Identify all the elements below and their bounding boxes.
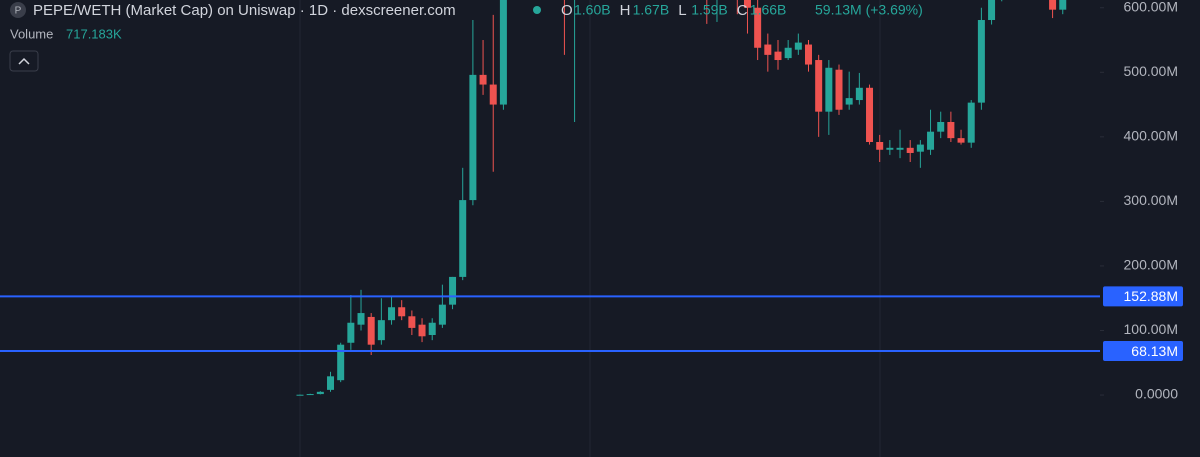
candle-body [347,322,355,343]
candle-body [988,0,996,21]
candle-body [479,74,487,85]
y-tick-label: 200.00M [1124,257,1178,273]
candle-body [306,394,314,396]
candle-body [418,324,426,337]
ohlc-key: O [561,2,573,19]
candle-body [1059,0,1067,10]
candle-body [1049,0,1057,10]
candle-body [855,87,863,101]
candle-body [876,142,884,150]
candle-body [754,7,762,48]
candle-body [784,47,792,59]
y-tick-label: 600.00M [1124,0,1178,14]
ohlc-legend: O 1.60B H 1.67B L 1.59B C 1.66B [561,2,786,19]
y-tick-label: 100.00M [1124,321,1178,337]
ohlc-value: 1.60B [574,2,611,18]
candle-body [469,74,477,201]
header: P PEPE/WETH (Market Cap) on Uniswap · 1D… [9,2,923,72]
candle-body [296,394,304,396]
status-dot [533,6,541,14]
volume-value: 717.183K [66,26,122,41]
candle-body [398,307,406,317]
candle-body [459,200,467,277]
candle-body [337,344,345,381]
candle-body [835,69,843,110]
y-tick-label: 0.0000 [1135,386,1178,402]
candle-body [866,87,874,143]
candle-body [774,51,782,61]
candle-body [316,391,324,395]
ohlc-value: 1.67B [633,2,670,18]
candle-body [927,131,935,150]
candle-body [794,42,802,50]
collapse-icon[interactable] [18,57,30,65]
ohlc-value: 1.66B [750,2,787,18]
candle-body [845,98,853,105]
candle-body [438,304,446,325]
candle-body [906,147,914,153]
ohlc-key: L [678,2,686,19]
candle-body [805,44,812,65]
candle-body [489,84,497,105]
candle-body [449,276,457,305]
y-tick-label: 400.00M [1124,128,1178,144]
price-line-tag [1103,286,1183,307]
candle-body [377,320,385,341]
candle-body [408,316,416,328]
candle-body [499,0,507,105]
candle-body [327,376,335,390]
price-line-label: 68.13M [1131,343,1178,359]
plot-area [296,0,1067,396]
candle-body [957,138,965,143]
token-icon [10,2,26,18]
price-line-label: 152.88M [1124,288,1178,304]
y-tick-label: 300.00M [1124,192,1178,208]
y-tick-label: 500.00M [1124,63,1178,79]
candle-body [388,307,396,321]
change: 59.13M (+3.69%) [815,2,923,18]
candle-body [947,121,955,139]
candle-body [886,147,894,150]
candle-body [743,0,751,8]
candle-body [967,102,975,143]
collapse-button[interactable] [9,50,39,72]
candle-body [937,121,945,132]
candle-body [825,67,833,112]
volume-label: Volume [10,26,53,41]
candle-body [357,313,365,325]
price-axis: 0.0000 100.00M 200.00M 300.00M 400.00M 500.00… [1100,0,1178,402]
candle-body [977,20,985,103]
candle-body [815,60,823,112]
candle-body [428,322,436,336]
ohlc-key: H [620,2,631,19]
candle-body [896,147,904,150]
ohlc-key: C [737,2,748,19]
candle-body [916,144,924,152]
price-line-tag [1103,341,1183,362]
chart-title: PEPE/WETH (Market Cap) on Uniswap · 1D ·… [33,2,456,19]
candle-body [764,44,772,55]
candle-body [367,316,375,345]
ohlc-value: 1.59B [691,2,728,18]
token-icon-letter: P [15,6,22,17]
